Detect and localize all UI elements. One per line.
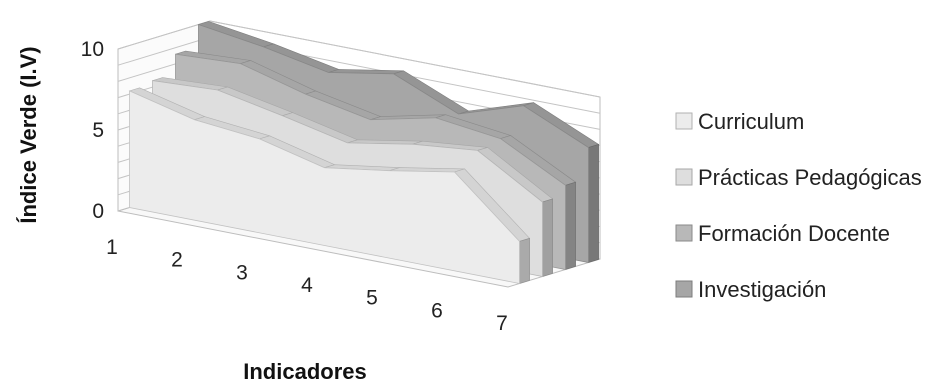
series-curriculum bbox=[128, 87, 531, 284]
y-tick-label: 10 bbox=[81, 38, 104, 61]
area-end-cap bbox=[588, 143, 599, 263]
x-tick-label: 1 bbox=[106, 236, 118, 259]
area-end-cap bbox=[565, 181, 576, 270]
legend-label: Curriculum bbox=[698, 109, 804, 134]
x-tick-label: 7 bbox=[496, 312, 508, 335]
y-tick-label: 5 bbox=[92, 119, 104, 142]
legend-swatch bbox=[675, 168, 693, 186]
area-end-cap bbox=[519, 237, 530, 284]
legend: Curriculum Prácticas Pedagógicas Formación… bbox=[675, 109, 922, 302]
legend-swatch bbox=[675, 112, 693, 130]
x-tick-label: 6 bbox=[431, 299, 443, 322]
y-axis-title: Índice Verde (I.V) bbox=[16, 46, 41, 223]
y-axis-ticks: 0 5 10 bbox=[81, 38, 104, 223]
legend-label: Formación Docente bbox=[698, 221, 890, 246]
area-front bbox=[129, 90, 520, 284]
x-tick-label: 4 bbox=[301, 274, 313, 297]
y-tick-label: 0 bbox=[92, 200, 104, 223]
gridline bbox=[117, 20, 601, 98]
x-tick-label: 5 bbox=[366, 287, 378, 310]
x-axis-ticks: 1 2 3 4 5 6 7 bbox=[106, 236, 508, 335]
area-end-cap bbox=[542, 198, 553, 277]
series-layer bbox=[128, 21, 600, 284]
legend-swatch bbox=[675, 280, 693, 298]
legend-label: Investigación bbox=[698, 277, 826, 302]
x-axis-title: Indicadores bbox=[243, 359, 366, 384]
legend-label: Prácticas Pedagógicas bbox=[698, 165, 922, 190]
x-tick-label: 2 bbox=[171, 249, 183, 272]
x-tick-label: 3 bbox=[236, 261, 248, 284]
legend-swatch bbox=[675, 224, 693, 242]
